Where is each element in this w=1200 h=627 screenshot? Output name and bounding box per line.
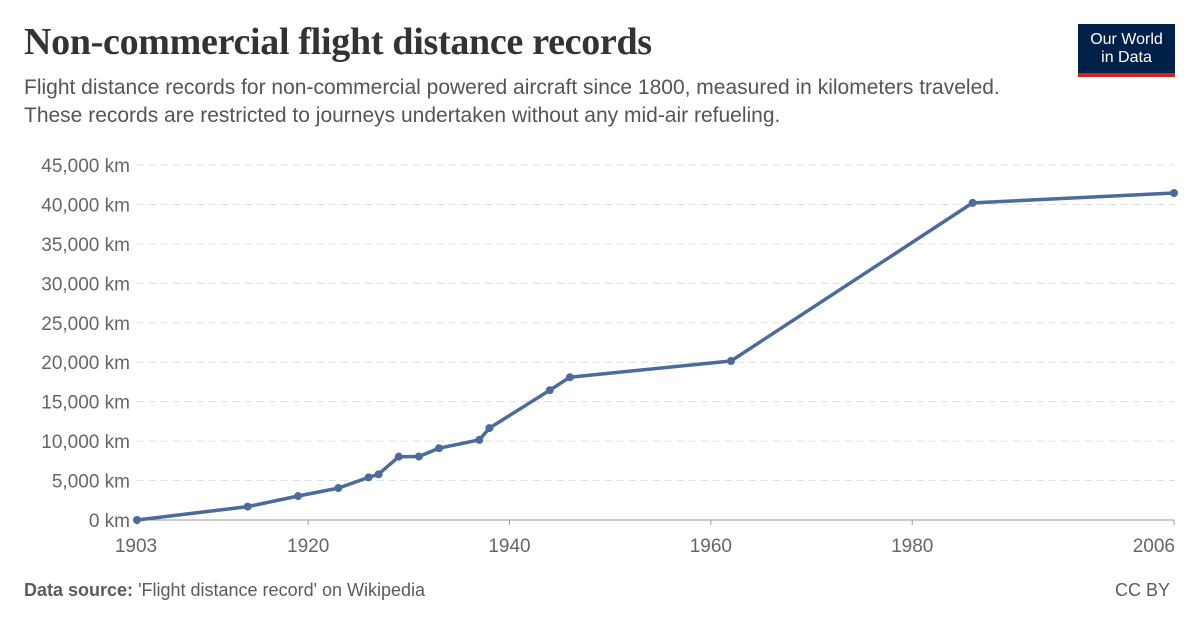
data-point[interactable] — [334, 484, 343, 493]
data-point[interactable] — [394, 452, 403, 461]
data-point[interactable] — [545, 386, 554, 395]
y-tick-label: 40,000 km — [41, 195, 130, 216]
data-point[interactable] — [374, 470, 383, 479]
data-point[interactable] — [727, 357, 736, 366]
owid-logo[interactable]: Our World in Data — [1078, 24, 1175, 77]
x-tick-label: 1903 — [115, 536, 157, 557]
series-line[interactable] — [135, 191, 1176, 522]
y-tick-label: 35,000 km — [41, 235, 130, 256]
x-tick-label: 1960 — [690, 536, 732, 557]
license-link[interactable]: CC BY — [1114, 580, 1170, 600]
data-source-text: 'Flight distance record' on Wikipedia — [138, 580, 426, 600]
grid-lines — [137, 164, 1174, 482]
x-tick-label: 1980 — [891, 536, 933, 557]
y-tick-label: 10,000 km — [41, 432, 130, 453]
data-point[interactable] — [435, 444, 444, 453]
data-source: Data source: 'Flight distance record' on… — [24, 580, 425, 601]
data-source-label: Data source: — [24, 580, 134, 600]
y-tick-label: 15,000 km — [41, 393, 130, 414]
x-axis — [136, 519, 1175, 525]
data-point[interactable] — [565, 373, 574, 382]
data-point[interactable] — [968, 198, 977, 207]
y-tick-label: 0 km — [89, 511, 130, 532]
y-tick-label: 45,000 km — [41, 156, 130, 177]
y-tick-label: 25,000 km — [41, 314, 130, 335]
data-point[interactable] — [294, 492, 303, 501]
x-tick-label: 2006 — [1133, 536, 1175, 557]
logo-line-2: in Data — [1101, 49, 1152, 66]
chart-title: Non-commercial flight distance records — [24, 21, 652, 63]
y-tick-label: 5,000 km — [52, 472, 130, 493]
data-point[interactable] — [1170, 189, 1178, 198]
y-tick-label: 20,000 km — [41, 353, 130, 374]
data-points — [133, 189, 1178, 524]
x-axis-tick-labels: 1903 1920 1940 1960 1980 2006 — [115, 536, 1175, 557]
y-tick-label: 30,000 km — [41, 274, 130, 295]
x-tick-label: 1920 — [287, 536, 329, 557]
y-axis-tick-labels: 0 km 5,000 km 10,000 km 15,000 km 20,000 km 2… — [41, 156, 130, 532]
x-tick-label: 1940 — [488, 536, 530, 557]
logo-line-1: Our World — [1090, 31, 1163, 48]
data-point[interactable] — [485, 424, 494, 433]
series-line-group — [135, 191, 1176, 522]
data-point[interactable] — [133, 516, 141, 524]
data-point[interactable] — [243, 502, 252, 511]
data-point[interactable] — [414, 452, 423, 461]
data-point[interactable] — [364, 473, 373, 482]
chart-subtitle: Flight distance records for non-commerci… — [24, 76, 1000, 127]
data-point[interactable] — [475, 435, 484, 444]
